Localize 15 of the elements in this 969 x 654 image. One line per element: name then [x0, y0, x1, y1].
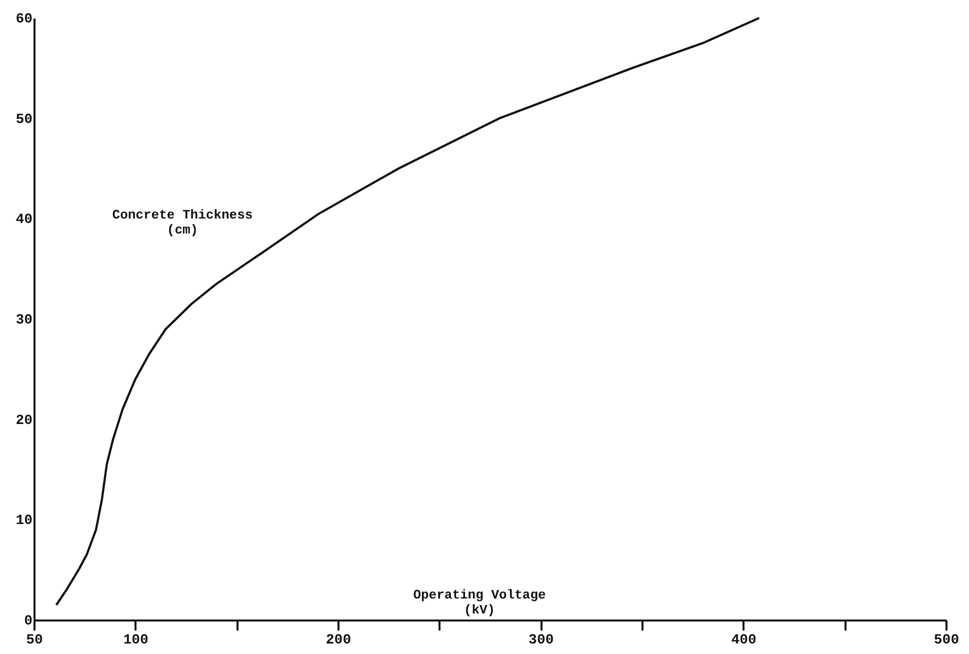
y-axis-title: Concrete Thickness (cm): [112, 208, 253, 238]
y-tick-label: 60: [16, 12, 32, 28]
y-tick-label: 30: [16, 312, 32, 328]
y-tick-label: 10: [16, 513, 32, 530]
x-tick-label: 50: [26, 632, 43, 648]
y-tick-label: 50: [16, 112, 32, 128]
x-tick-label: 400: [731, 632, 756, 648]
y-tick-label: 0: [24, 614, 32, 630]
x-tick-label: 500: [934, 632, 960, 648]
x-axis-title: Operating Voltage (kV): [413, 588, 546, 618]
y-tick-label: 20: [16, 412, 32, 429]
x-tick-label: 300: [528, 632, 554, 648]
x-tick-label: 200: [326, 632, 352, 648]
y-tick-label: 40: [16, 212, 32, 228]
x-tick-label: 100: [123, 632, 148, 648]
